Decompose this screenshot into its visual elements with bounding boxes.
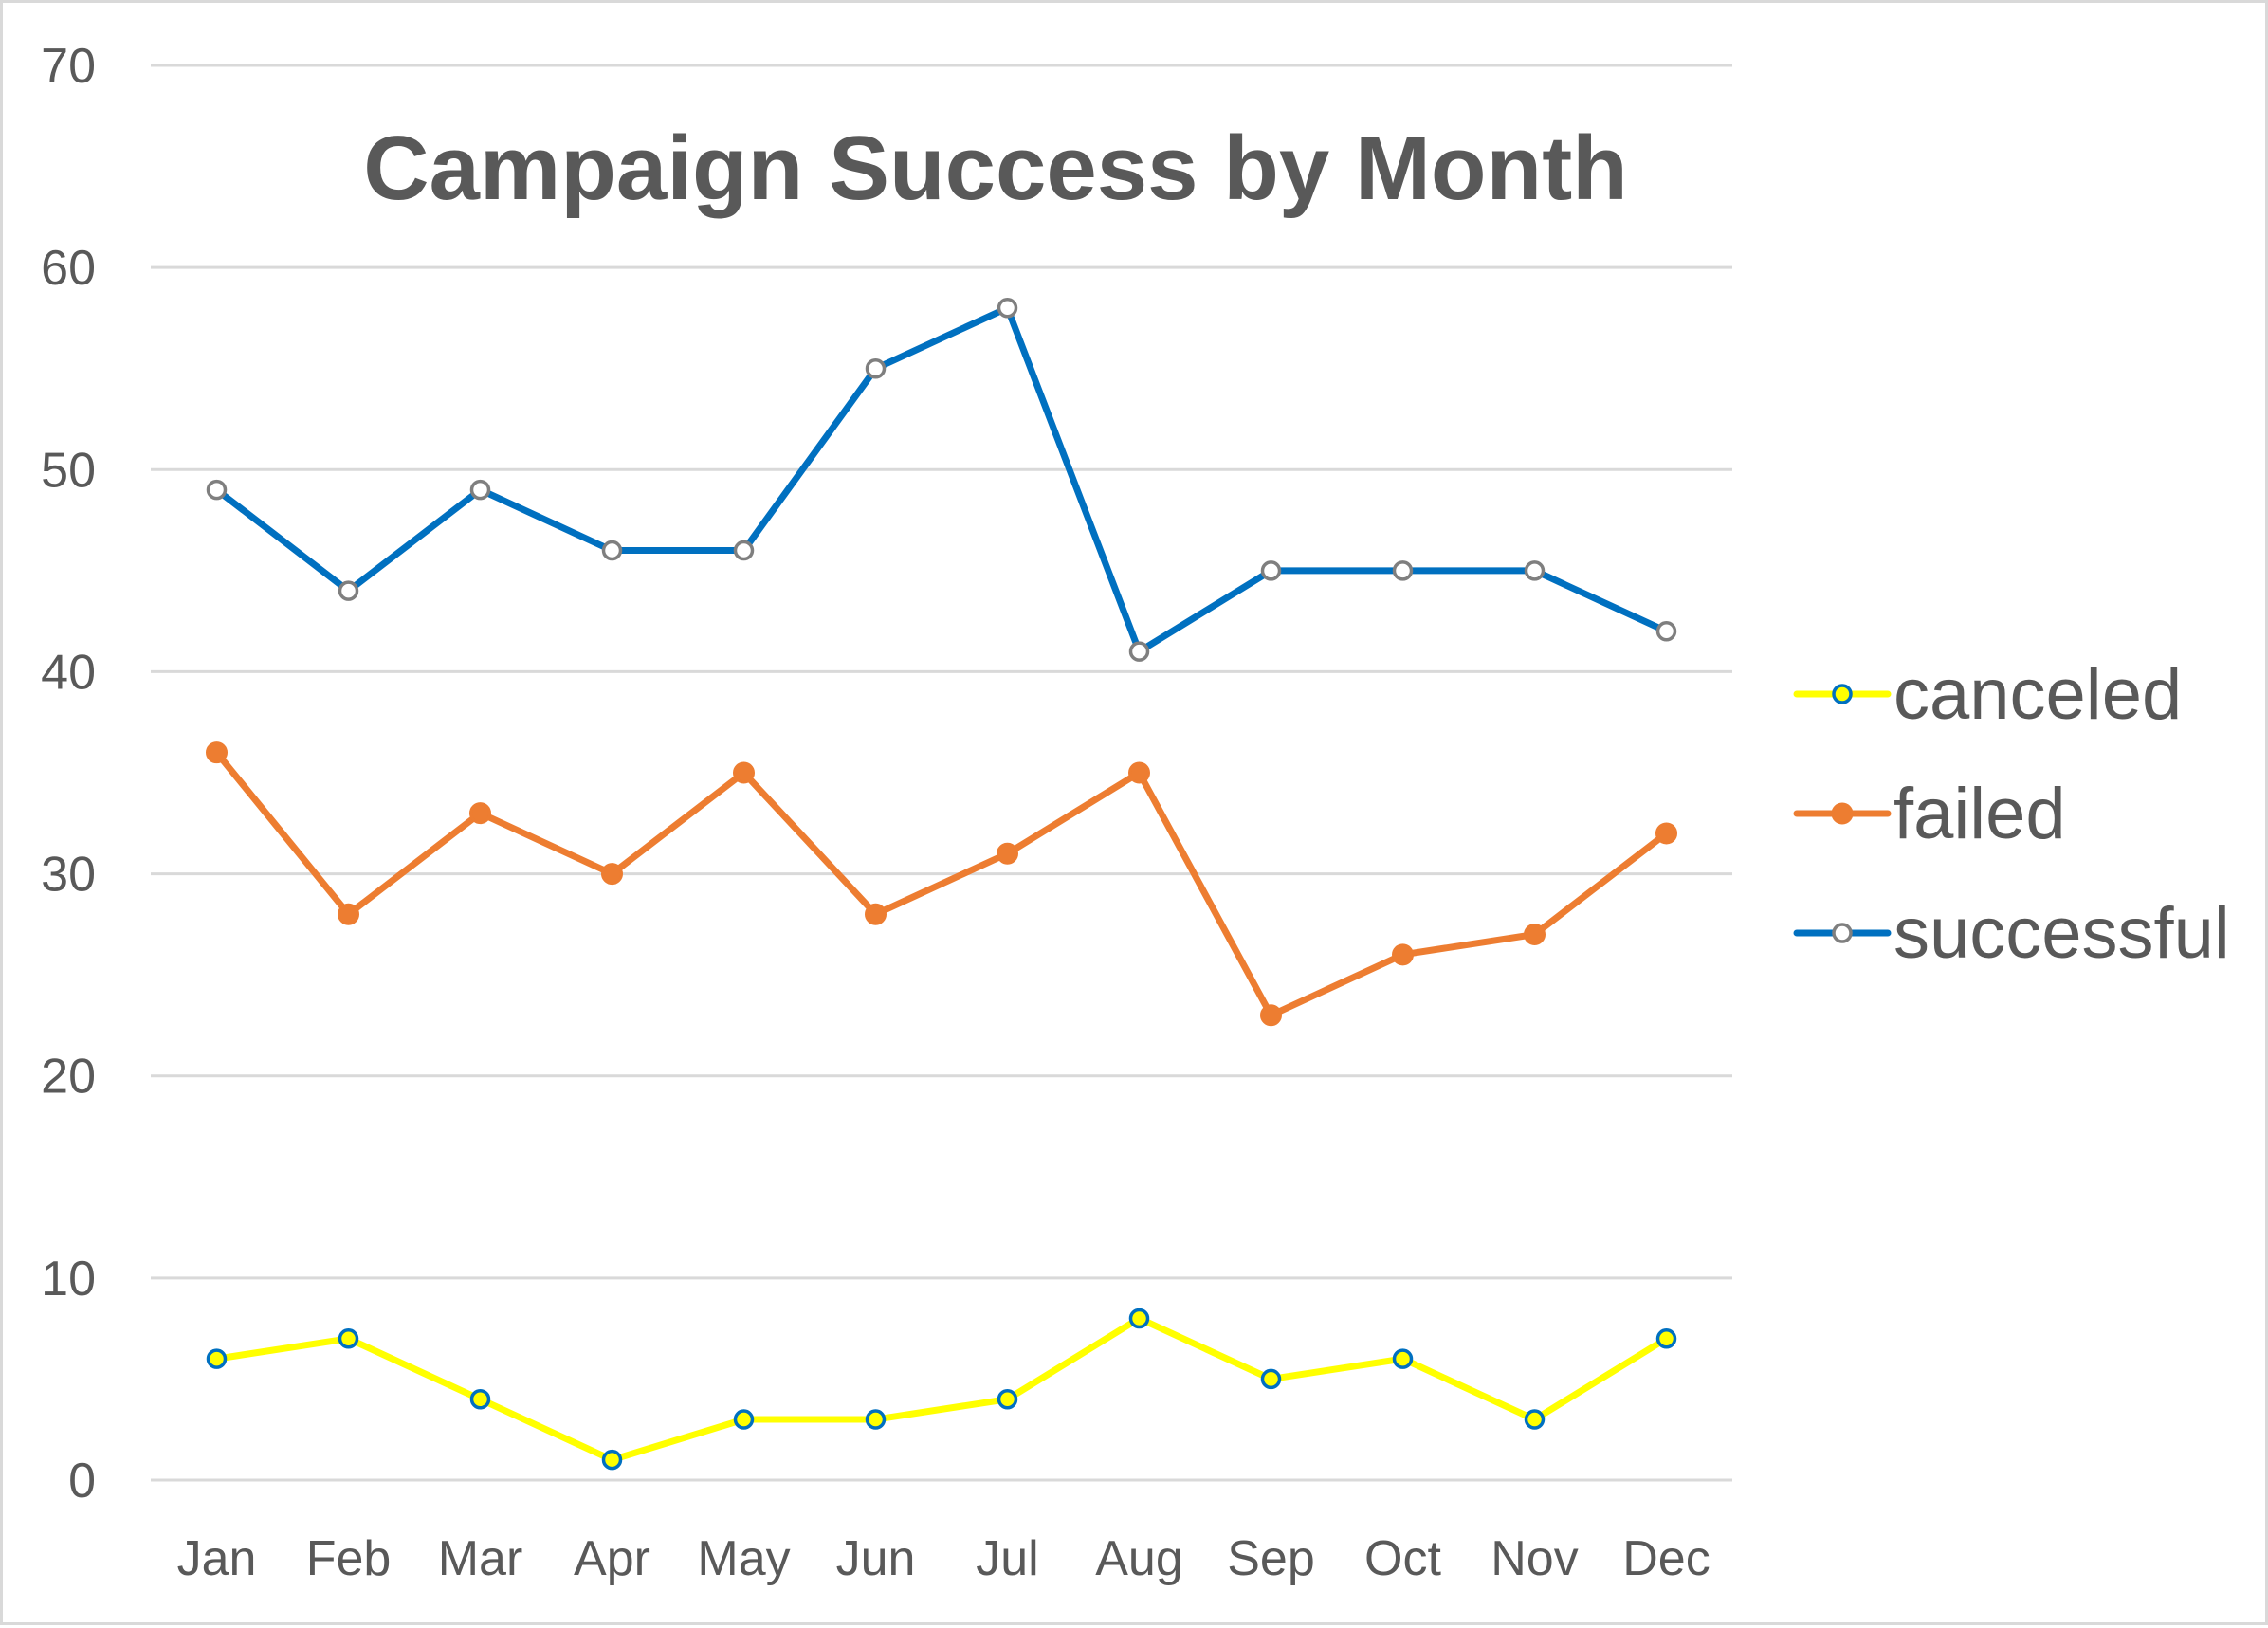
legend-label: failed (1893, 774, 2066, 854)
data-point-canceled (1392, 1348, 1414, 1369)
x-tick-label: Jun (836, 1531, 916, 1586)
y-tick-label: 40 (41, 645, 96, 700)
x-tick-label: Oct (1364, 1531, 1441, 1586)
data-point-canceled (865, 1409, 887, 1430)
series-canceled (206, 1308, 1677, 1471)
x-tick-label: Nov (1491, 1531, 1578, 1586)
data-point-successful (338, 580, 359, 601)
series-line-canceled (213, 1314, 1670, 1464)
x-tick-label: Sep (1227, 1531, 1315, 1586)
legend-label: successful (1893, 893, 2230, 974)
data-point-failed (1260, 1004, 1282, 1027)
data-point-failed (469, 802, 491, 825)
y-axis-tick-labels: 0 10 20 30 40 50 60 70 (41, 39, 96, 1509)
data-point-failed (1524, 924, 1546, 946)
data-point-successful (601, 540, 623, 561)
legend-swatch-marker (1832, 923, 1853, 943)
x-tick-label: Mar (438, 1531, 523, 1586)
data-point-canceled (1128, 1308, 1150, 1329)
x-tick-label: Feb (306, 1531, 392, 1586)
data-point-successful (469, 479, 491, 501)
data-point-successful (206, 479, 228, 501)
series-line-successful (213, 304, 1670, 655)
data-point-successful (1655, 621, 1677, 642)
legend-swatch-marker (1831, 802, 1854, 825)
x-tick-label: Aug (1095, 1531, 1183, 1586)
x-tick-label: Jul (976, 1531, 1038, 1586)
data-point-failed (1128, 761, 1150, 784)
x-axis-tick-labels: Jan Feb Mar Apr May Jun Jul Aug Sep Oct Nov Dec (177, 1531, 1710, 1586)
x-tick-label: Apr (574, 1531, 650, 1586)
gridlines (151, 64, 1732, 1482)
legend-item-canceled: canceled (1793, 654, 2182, 735)
data-point-successful (1128, 641, 1150, 662)
data-point-canceled (997, 1388, 1018, 1410)
legend: canceled failed successful (1793, 654, 2230, 974)
y-tick-label: 50 (41, 443, 96, 498)
data-point-failed (601, 863, 623, 886)
data-point-failed (733, 761, 755, 784)
data-point-successful (997, 298, 1018, 319)
data-point-failed (338, 903, 359, 925)
data-point-failed (997, 842, 1018, 865)
data-point-failed (206, 741, 228, 764)
legend-swatch-marker (1832, 684, 1853, 704)
data-point-failed (1655, 822, 1677, 845)
series-lines (206, 298, 1677, 1471)
legend-item-successful: successful (1793, 893, 2230, 974)
data-point-canceled (338, 1328, 359, 1349)
data-point-successful (733, 540, 755, 561)
legend-label: canceled (1893, 654, 2182, 735)
x-tick-label: May (697, 1531, 790, 1586)
series-failed (206, 741, 1677, 1027)
data-point-canceled (1260, 1368, 1282, 1390)
data-point-failed (865, 903, 887, 925)
y-tick-label: 70 (41, 39, 96, 94)
data-point-successful (865, 357, 887, 379)
line-chart: 0 10 20 30 40 50 60 70 Jan Feb Mar Apr May Jun Jul Aug… (41, 39, 2230, 1586)
x-tick-label: Dec (1622, 1531, 1710, 1586)
legend-item-failed: failed (1793, 774, 2066, 854)
data-point-failed (1392, 943, 1414, 966)
data-point-canceled (1524, 1409, 1546, 1430)
y-tick-label: 30 (41, 848, 96, 903)
data-point-canceled (1655, 1328, 1677, 1349)
series-line-failed (213, 749, 1670, 1019)
y-tick-label: 10 (41, 1252, 96, 1307)
data-point-canceled (601, 1449, 623, 1471)
data-point-canceled (469, 1388, 491, 1410)
series-successful (206, 298, 1677, 662)
y-tick-label: 20 (41, 1050, 96, 1105)
y-tick-label: 60 (41, 241, 96, 296)
y-tick-label: 0 (68, 1454, 96, 1509)
x-tick-label: Jan (177, 1531, 257, 1586)
data-point-canceled (733, 1409, 755, 1430)
data-point-successful (1392, 560, 1414, 581)
chart-title: Campaign Success by Month (363, 118, 1628, 219)
data-point-successful (1260, 560, 1282, 581)
data-point-successful (1524, 560, 1546, 581)
data-point-canceled (206, 1348, 228, 1369)
